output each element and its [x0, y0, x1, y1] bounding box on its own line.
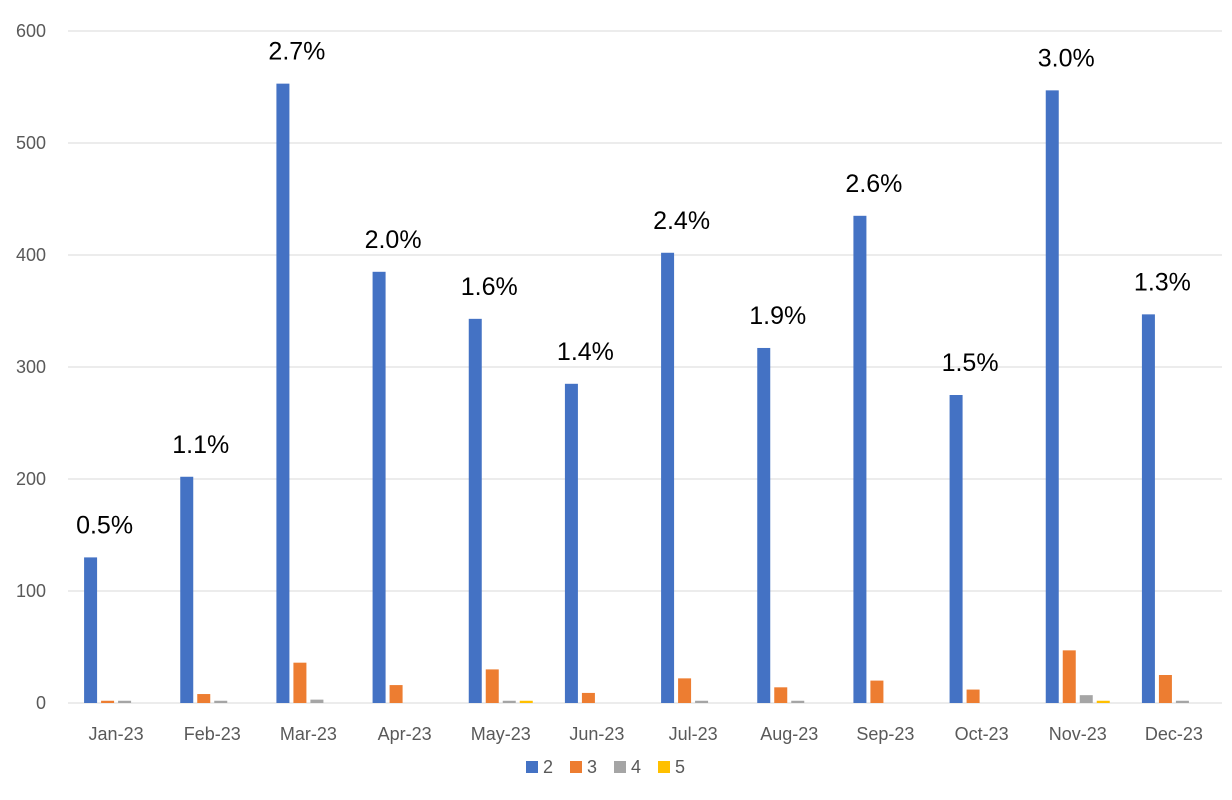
bar-series-3 — [774, 687, 788, 703]
legend-swatch-4 — [614, 761, 626, 773]
data-label: 1.4% — [557, 338, 614, 366]
data-label: 1.5% — [942, 349, 999, 377]
x-tick-label: Jan-23 — [89, 724, 144, 744]
bar-series-3 — [1158, 675, 1172, 703]
bar-series-2 — [372, 271, 386, 703]
x-tick-label: Feb-23 — [184, 724, 241, 744]
x-tick-label: Dec-23 — [1145, 724, 1203, 744]
bar-series-4 — [118, 700, 132, 703]
bar-series-2 — [1141, 314, 1155, 703]
x-tick-label: May-23 — [471, 724, 531, 744]
bar-series-5 — [1096, 700, 1110, 703]
y-tick-label: 200 — [16, 469, 46, 489]
legend-label: 5 — [675, 757, 685, 777]
bar-series-2 — [1045, 90, 1059, 704]
x-tick-label: Oct-23 — [955, 724, 1009, 744]
x-tick-label: Aug-23 — [760, 724, 818, 744]
bar-series-3 — [581, 692, 595, 703]
legend-label: 4 — [631, 757, 641, 777]
bar-series-3 — [197, 694, 211, 703]
bar-series-4 — [1079, 695, 1093, 703]
bar-series-4 — [695, 700, 709, 703]
bar-series-2 — [661, 252, 675, 703]
y-tick-label: 600 — [16, 21, 46, 41]
data-label: 3.0% — [1038, 44, 1095, 72]
legend-label: 3 — [587, 757, 597, 777]
x-tick-label: Sep-23 — [856, 724, 914, 744]
bar-series-3 — [101, 700, 115, 703]
data-label: 1.9% — [749, 302, 806, 330]
bar-series-3 — [389, 685, 403, 703]
bar-series-2 — [757, 347, 771, 703]
legend-swatch-5 — [658, 761, 670, 773]
bar-series-3 — [870, 680, 884, 703]
y-tick-label: 100 — [16, 581, 46, 601]
bar-series-5 — [519, 700, 533, 703]
bar-series-4 — [1175, 700, 1189, 703]
bar-series-2 — [949, 395, 963, 703]
legend-swatch-2 — [526, 761, 538, 773]
bar-series-3 — [293, 662, 307, 703]
bar-series-2 — [276, 83, 290, 703]
y-tick-label: 500 — [16, 133, 46, 153]
data-label: 2.0% — [365, 226, 422, 254]
legend-label: 2 — [543, 757, 553, 777]
data-label: 2.7% — [268, 38, 325, 66]
bar-series-2 — [853, 215, 867, 704]
y-tick-label: 400 — [16, 245, 46, 265]
y-tick-label: 300 — [16, 357, 46, 377]
bar-series-3 — [966, 689, 980, 703]
bar-series-4 — [791, 700, 805, 703]
bar-series-4 — [310, 699, 324, 703]
data-label: 1.1% — [172, 431, 229, 459]
data-label: 2.4% — [653, 207, 710, 235]
x-tick-label: Jul-23 — [669, 724, 718, 744]
x-tick-label: Nov-23 — [1049, 724, 1107, 744]
bar-series-3 — [678, 678, 692, 703]
x-tick-label: Mar-23 — [280, 724, 337, 744]
bar-series-2 — [84, 557, 98, 703]
y-tick-label: 0 — [36, 693, 46, 713]
data-label: 1.6% — [461, 273, 518, 301]
bar-series-2 — [180, 476, 194, 703]
x-tick-label: Apr-23 — [378, 724, 432, 744]
bar-series-4 — [214, 700, 228, 703]
x-tick-label: Jun-23 — [569, 724, 624, 744]
bar-series-3 — [485, 669, 499, 703]
bar-series-2 — [468, 318, 482, 703]
legend-swatch-3 — [570, 761, 582, 773]
bar-series-4 — [502, 700, 516, 703]
data-label: 2.6% — [845, 170, 902, 198]
data-label: 1.3% — [1134, 268, 1191, 296]
data-label: 0.5% — [76, 511, 133, 539]
bar-series-2 — [564, 383, 578, 703]
bar-series-3 — [1062, 650, 1076, 703]
